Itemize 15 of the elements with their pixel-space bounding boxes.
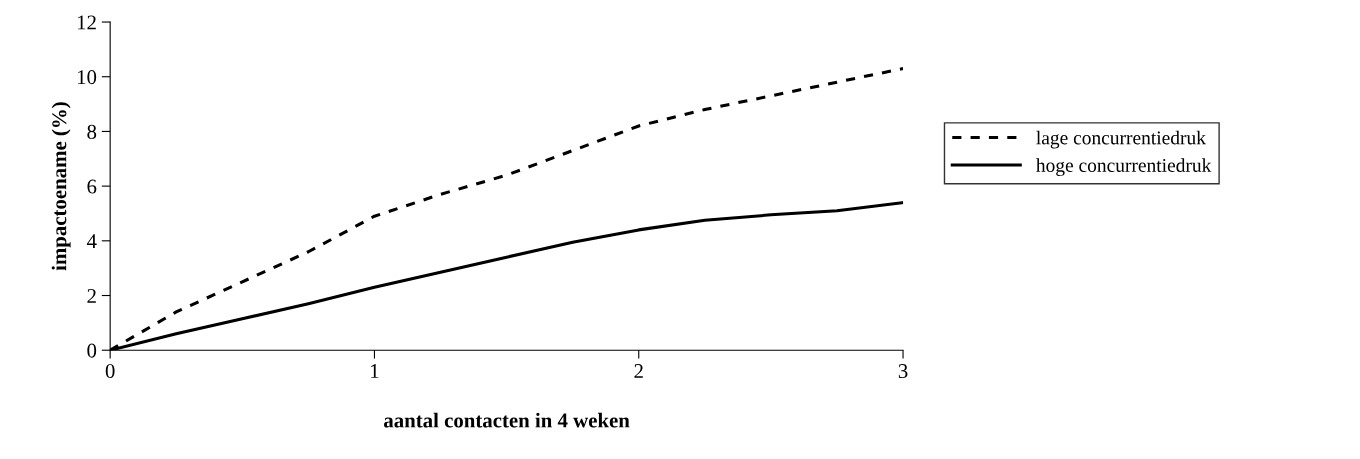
y-axis-title: impactoename (%)	[51, 102, 71, 271]
x-tick-label: 2	[634, 364, 643, 378]
x-tick-label: 3	[898, 364, 908, 379]
y-tick-label: 0	[87, 343, 97, 358]
y-tick-label: 4	[86, 234, 97, 249]
legend-label: lage concurrentiedruk	[1036, 130, 1206, 149]
y-tick-label: 10	[77, 70, 97, 85]
y-tick-label: 12	[77, 15, 96, 30]
y-tick-label: 2	[87, 288, 96, 303]
y-tick-label: 6	[87, 179, 97, 194]
x-tick-label: 1	[371, 364, 379, 378]
x-tick-label: 0	[105, 364, 115, 379]
y-tick-label: 8	[87, 124, 97, 139]
x-axis-title: aantal contacten in 4 weken	[384, 412, 630, 428]
legend-label: hoge concurrentiedruk	[1036, 158, 1212, 176]
